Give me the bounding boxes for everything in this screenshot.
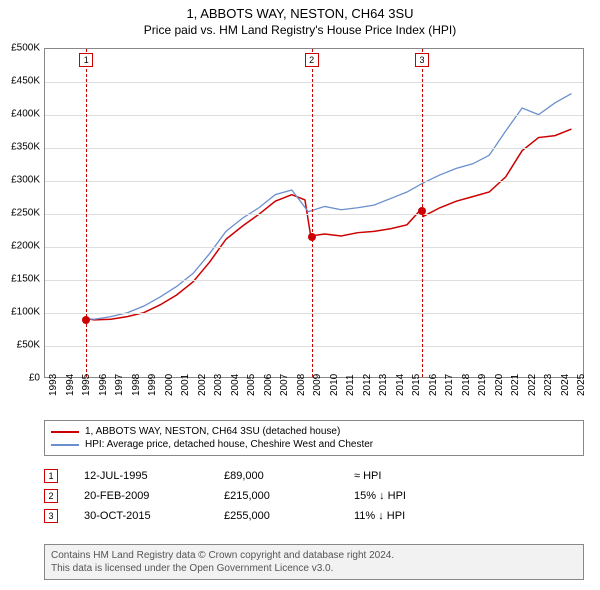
- event-marker-box: 2: [44, 489, 58, 503]
- x-axis-label: 2017: [444, 374, 455, 396]
- x-axis-label: 1996: [98, 374, 109, 396]
- x-axis-label: 2009: [312, 374, 323, 396]
- x-axis-label: 2018: [461, 374, 472, 396]
- x-axis-label: 2014: [395, 374, 406, 396]
- event-marker-box: 1: [44, 469, 58, 483]
- x-axis-label: 2005: [246, 374, 257, 396]
- x-axis-label: 2006: [263, 374, 274, 396]
- y-axis-label: £300K: [0, 175, 40, 186]
- y-axis-label: £400K: [0, 109, 40, 120]
- y-axis-label: £200K: [0, 241, 40, 252]
- x-axis-label: 2023: [543, 374, 554, 396]
- y-axis-label: £0: [0, 373, 40, 384]
- price-chart: 1 2 3: [44, 48, 584, 378]
- marker-box: 3: [415, 53, 429, 67]
- legend-label: 1, ABBOTS WAY, NESTON, CH64 3SU (detache…: [85, 426, 340, 437]
- x-axis-label: 2019: [477, 374, 488, 396]
- x-axis-label: 1999: [147, 374, 158, 396]
- chart-container: 1, ABBOTS WAY, NESTON, CH64 3SU Price pa…: [0, 0, 600, 590]
- x-axis-label: 2012: [362, 374, 373, 396]
- chart-subtitle: Price paid vs. HM Land Registry's House …: [0, 21, 600, 41]
- event-diff: 15% ↓ HPI: [354, 490, 406, 502]
- marker-line: [312, 49, 313, 377]
- event-marker-box: 3: [44, 509, 58, 523]
- marker-dot: [418, 207, 426, 215]
- series-line-hpi: [86, 94, 571, 320]
- x-axis-label: 1994: [65, 374, 76, 396]
- legend-label: HPI: Average price, detached house, Ches…: [85, 439, 373, 450]
- address-title: 1, ABBOTS WAY, NESTON, CH64 3SU: [0, 0, 600, 21]
- marker-line: [86, 49, 87, 377]
- y-axis-label: £500K: [0, 43, 40, 54]
- x-axis-label: 2011: [345, 374, 356, 396]
- x-axis-label: 2013: [378, 374, 389, 396]
- x-axis-label: 2003: [213, 374, 224, 396]
- marker-box: 2: [305, 53, 319, 67]
- x-axis-label: 2007: [279, 374, 290, 396]
- y-axis-label: £350K: [0, 142, 40, 153]
- event-price: £215,000: [224, 490, 354, 502]
- y-axis-label: £100K: [0, 307, 40, 318]
- x-axis-label: 2015: [411, 374, 422, 396]
- event-price: £255,000: [224, 510, 354, 522]
- event-date: 20-FEB-2009: [84, 490, 224, 502]
- x-axis-label: 1995: [81, 374, 92, 396]
- y-axis-label: £450K: [0, 76, 40, 87]
- event-date: 30-OCT-2015: [84, 510, 224, 522]
- x-axis-label: 2004: [230, 374, 241, 396]
- y-axis-label: £250K: [0, 208, 40, 219]
- attribution-footer: Contains HM Land Registry data © Crown c…: [44, 544, 584, 580]
- legend-swatch: [51, 444, 79, 446]
- x-axis-label: 2002: [197, 374, 208, 396]
- x-axis-label: 1998: [131, 374, 142, 396]
- legend-item-hpi: HPI: Average price, detached house, Ches…: [51, 438, 577, 451]
- x-axis-label: 2025: [576, 374, 587, 396]
- legend-item-price-paid: 1, ABBOTS WAY, NESTON, CH64 3SU (detache…: [51, 425, 577, 438]
- marker-dot: [308, 233, 316, 241]
- event-row: 1 12-JUL-1995 £89,000 ≈ HPI: [44, 466, 584, 486]
- y-axis-label: £150K: [0, 274, 40, 285]
- event-diff: ≈ HPI: [354, 470, 381, 482]
- series-line-price_paid: [86, 129, 571, 320]
- event-diff: 11% ↓ HPI: [354, 510, 405, 522]
- x-axis-label: 1993: [48, 374, 59, 396]
- chart-svg: [45, 49, 583, 377]
- events-table: 1 12-JUL-1995 £89,000 ≈ HPI 2 20-FEB-200…: [44, 466, 584, 526]
- footer-line: Contains HM Land Registry data © Crown c…: [51, 549, 577, 562]
- x-axis-label: 2016: [428, 374, 439, 396]
- legend: 1, ABBOTS WAY, NESTON, CH64 3SU (detache…: [44, 420, 584, 456]
- event-row: 3 30-OCT-2015 £255,000 11% ↓ HPI: [44, 506, 584, 526]
- x-axis-label: 2021: [510, 374, 521, 396]
- event-price: £89,000: [224, 470, 354, 482]
- x-axis-label: 2022: [527, 374, 538, 396]
- x-axis-label: 2020: [494, 374, 505, 396]
- event-date: 12-JUL-1995: [84, 470, 224, 482]
- x-axis-label: 2024: [560, 374, 571, 396]
- x-axis-label: 2000: [164, 374, 175, 396]
- x-axis-label: 2010: [329, 374, 340, 396]
- y-axis-label: £50K: [0, 340, 40, 351]
- x-axis-label: 2008: [296, 374, 307, 396]
- marker-box: 1: [79, 53, 93, 67]
- footer-line: This data is licensed under the Open Gov…: [51, 562, 577, 575]
- x-axis-label: 2001: [180, 374, 191, 396]
- legend-swatch: [51, 431, 79, 433]
- x-axis-label: 1997: [114, 374, 125, 396]
- event-row: 2 20-FEB-2009 £215,000 15% ↓ HPI: [44, 486, 584, 506]
- marker-dot: [82, 316, 90, 324]
